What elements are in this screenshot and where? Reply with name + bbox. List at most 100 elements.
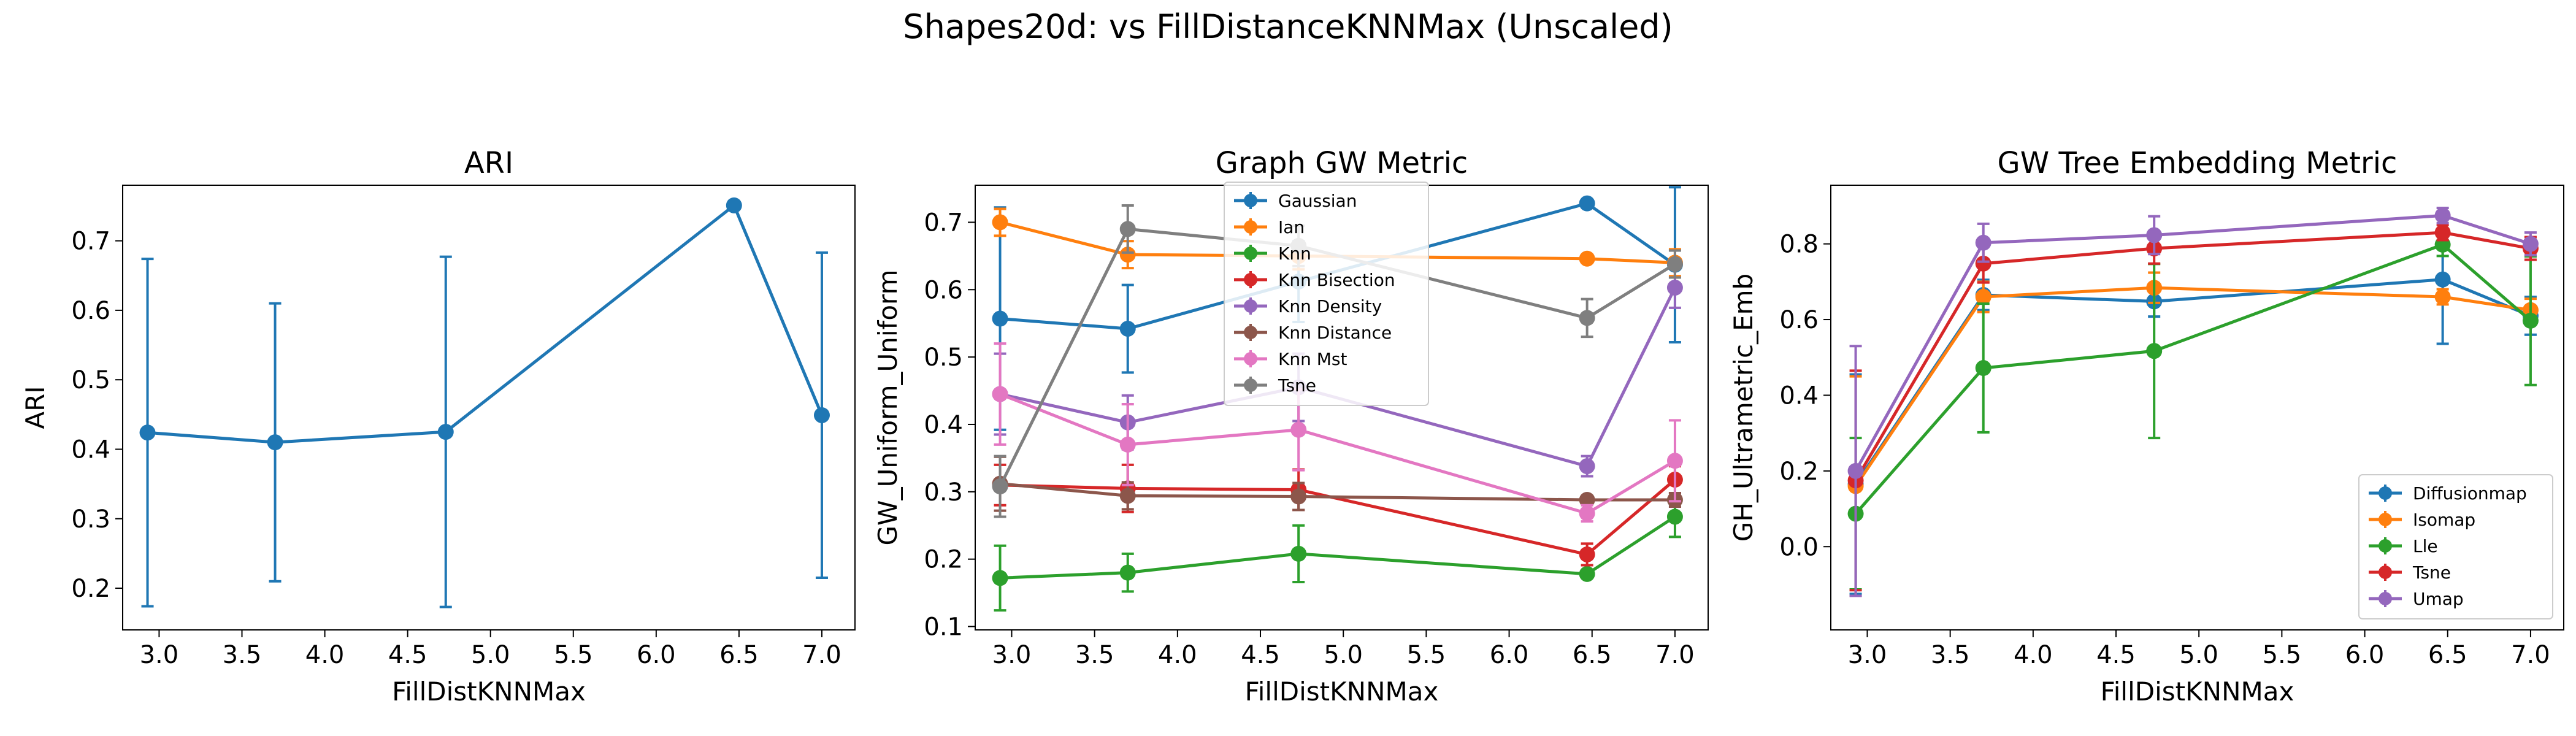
legend-marker [2379, 539, 2392, 553]
series-line [1854, 243, 2532, 515]
data-point [1579, 505, 1595, 521]
legend-label: Gaussian [1278, 191, 1357, 211]
data-point [2522, 236, 2539, 252]
legend-label: Knn [1278, 243, 1311, 264]
data-point [1119, 320, 1136, 337]
x-tick-label: 7.0 [2511, 641, 2550, 669]
series-line [1000, 478, 1676, 556]
data-point [1975, 234, 1991, 251]
legend-frame [2358, 474, 2553, 619]
x-tick-label: 5.0 [1324, 641, 1363, 669]
legend-label: Tsne [2412, 562, 2451, 583]
data-point [2146, 343, 2163, 359]
legend-marker [1244, 299, 1257, 313]
y-tick-label: 0.5 [71, 366, 110, 394]
data-point [139, 424, 156, 441]
data-point [1666, 508, 1683, 525]
panel-title: GW Tree Embedding Metric [1998, 146, 2398, 180]
y-tick-label: 0.1 [924, 613, 963, 642]
y-tick-label: 0.3 [924, 478, 963, 507]
legend-item-knn-mst: Knn Mst [1234, 349, 1347, 369]
series-umap [1847, 207, 2539, 597]
data-point [1290, 488, 1307, 505]
x-tick-label: 7.0 [1655, 641, 1695, 669]
y-tick-label: 0.4 [71, 435, 110, 464]
x-tick-label: 3.5 [1075, 641, 1114, 669]
legend-label: Knn Distance [1278, 323, 1392, 343]
series-line [1000, 515, 1676, 580]
x-axis-label: FillDistKNNMax [1245, 677, 1439, 707]
data-point [1119, 488, 1136, 504]
x-tick-label: 6.0 [2345, 641, 2385, 669]
data-point [992, 386, 1008, 402]
data-point [992, 214, 1008, 231]
legend-item-knn-bisection: Knn Bisection [1234, 270, 1395, 290]
series-knn-mst [992, 342, 1683, 523]
data-point [1579, 310, 1595, 326]
x-axis-label: FillDistKNNMax [2101, 677, 2294, 707]
legend-item-knn-distance: Knn Distance [1234, 323, 1392, 343]
series-line [1854, 213, 2531, 472]
series-knn [992, 495, 1683, 612]
x-tick-label: 4.5 [1241, 641, 1280, 669]
y-axis-label: GW_Uniform_Uniform [873, 270, 903, 546]
x-tick-label: 7.0 [802, 641, 841, 669]
legend-label: Isomap [2413, 510, 2475, 530]
y-tick-label: 0.4 [924, 411, 963, 439]
legend-item-umap: Umap [2369, 589, 2464, 609]
legend-label: Tsne [1278, 375, 1316, 396]
legend-marker [2379, 513, 2392, 526]
y-tick-label: 0.7 [71, 228, 110, 256]
legend-marker [1244, 273, 1257, 286]
legend-item-diffusionmap: Diffusionmap [2369, 483, 2527, 504]
legend-marker [1244, 220, 1257, 234]
y-tick-label: 0.2 [71, 575, 110, 603]
x-tick-label: 6.0 [1490, 641, 1529, 669]
panel-title: ARI [464, 146, 513, 180]
data-point [2434, 224, 2451, 241]
data-point [2522, 312, 2539, 329]
series-lle [1847, 232, 2539, 591]
y-tick-label: 0.2 [1779, 458, 1819, 486]
chart-panel-graph-gw-metric: Graph GW Metric 3.0 3.5 4.0 4.5 5.0 5.5 6.0 6.5 7… [873, 146, 1709, 707]
x-tick-label: 6.0 [637, 641, 676, 669]
data-point [1119, 436, 1136, 453]
legend-item-lle: Lle [2369, 536, 2438, 556]
data-point [2434, 271, 2451, 288]
y-tick-label: 0.8 [1779, 231, 1819, 259]
legend: Diffusionmap Isomap Lle Tsne Umap [2358, 474, 2553, 619]
y-tick-label: 0.6 [1779, 306, 1819, 334]
data-point [1975, 255, 1991, 272]
x-tick-label: 3.0 [992, 641, 1032, 669]
data-point [1119, 221, 1136, 237]
series-line [147, 202, 824, 444]
y-tick-label: 0.3 [71, 505, 110, 534]
legend-marker [1244, 378, 1257, 392]
legend-label: Ian [1278, 217, 1305, 237]
chart-panels: ARI 3.0 3.5 4.0 4.5 5.0 5.5 6.0 6.5 7.0 0.2 0.3 0.4 0… [20, 146, 2564, 707]
x-tick-label: 3.5 [223, 641, 262, 669]
legend-marker [2379, 592, 2392, 605]
data-point [1579, 195, 1595, 212]
data-point [1666, 279, 1683, 296]
legend-label: Knn Density [1278, 296, 1382, 316]
legend-label: Knn Mst [1278, 349, 1347, 369]
x-tick-label: 3.0 [1848, 641, 1887, 669]
legend-marker [2379, 565, 2392, 579]
legend-item-knn: Knn [1234, 243, 1311, 264]
x-tick-label: 3.5 [1931, 641, 1970, 669]
x-tick-label: 5.5 [1407, 641, 1446, 669]
data-point [1666, 453, 1683, 469]
data-point [1119, 247, 1136, 263]
legend-frame [1224, 182, 1429, 406]
y-tick-label: 0.7 [924, 209, 963, 237]
data-point [1290, 421, 1307, 438]
data-point [1579, 565, 1595, 582]
x-tick-label: 3.0 [140, 641, 179, 669]
x-tick-label: 5.5 [2263, 641, 2302, 669]
axes-frame [122, 185, 856, 631]
data-point [437, 424, 454, 440]
data-point [992, 478, 1008, 495]
legend-marker [1244, 326, 1257, 339]
data-point [1579, 458, 1595, 475]
